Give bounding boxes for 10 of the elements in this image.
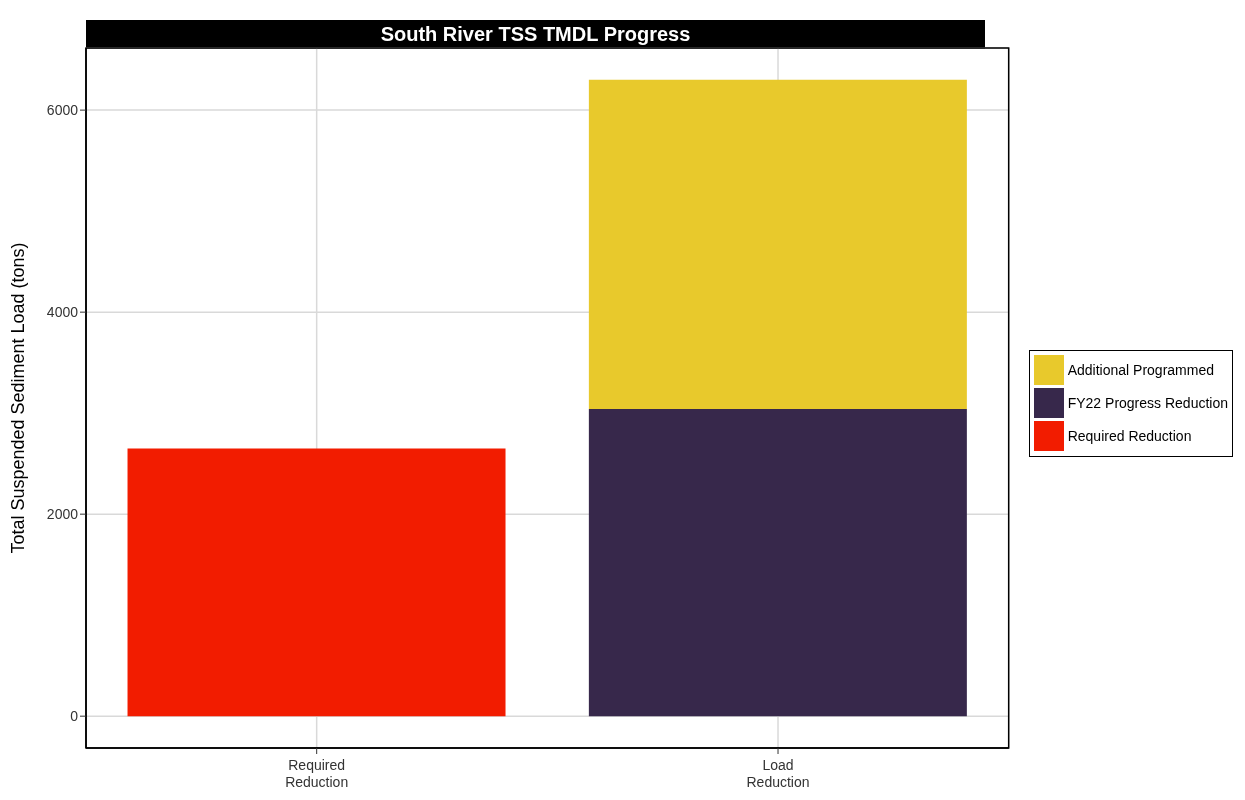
legend-label: FY22 Progress Reduction xyxy=(1067,395,1228,411)
legend-label: Additional Programmed xyxy=(1067,362,1214,378)
y-tick-label: 2000 xyxy=(46,506,79,523)
y-tick-label: 0 xyxy=(70,708,79,725)
y-tick-label: 6000 xyxy=(46,102,79,119)
chart-title: South River TSS TMDL Progress xyxy=(86,20,985,49)
legend-label: Required Reduction xyxy=(1067,428,1192,444)
y-axis-title: Total Suspended Sediment Load (tons) xyxy=(8,242,29,554)
y-tick-label: 4000 xyxy=(46,304,79,321)
x-tick-label: Load Reduction xyxy=(746,757,810,790)
